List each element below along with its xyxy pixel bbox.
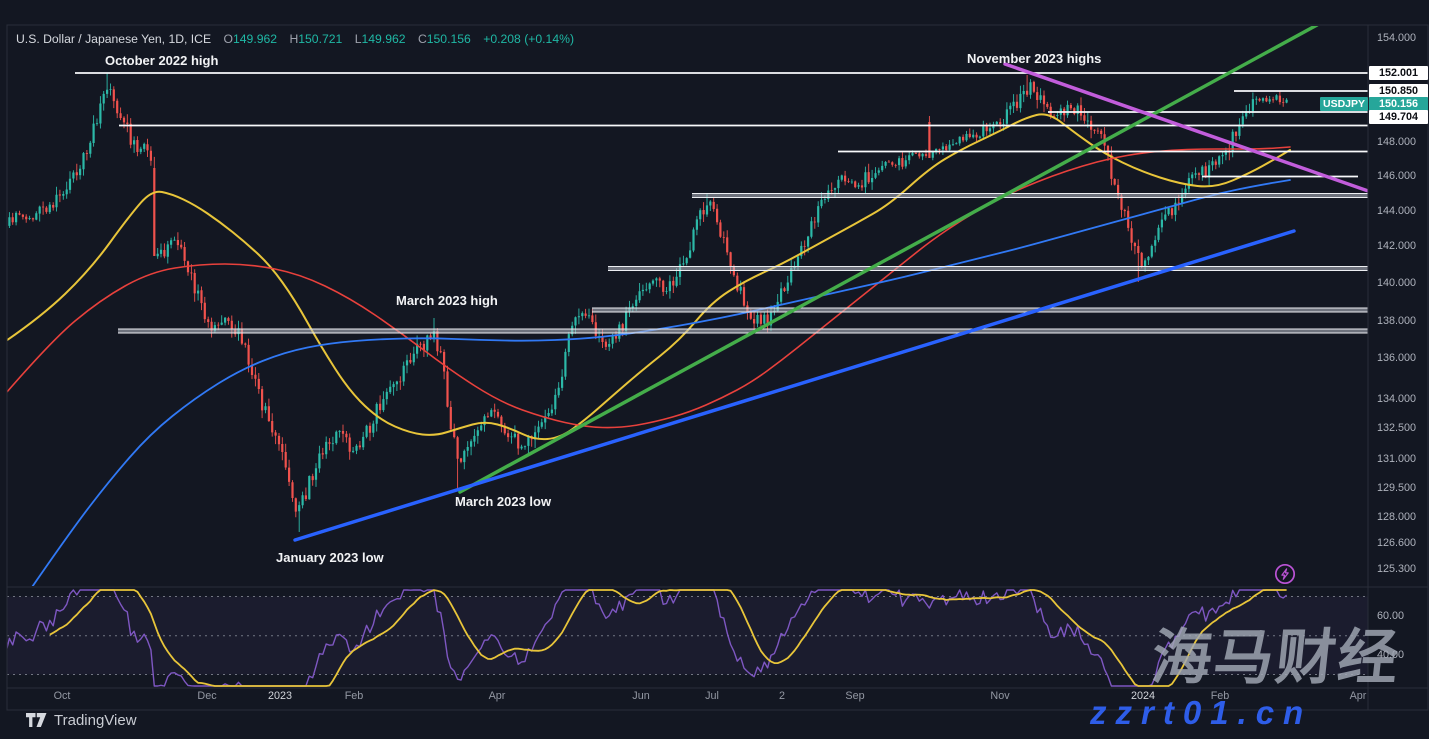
price-tick: 142.000: [1377, 240, 1417, 252]
time-tick: Oct: [53, 690, 71, 702]
high-value: 150.721: [298, 32, 343, 46]
close-value: 150.156: [426, 32, 471, 46]
price-tick: 126.600: [1377, 537, 1417, 549]
price-tick: 154.000: [1377, 32, 1417, 44]
price-tick: 132.500: [1377, 422, 1417, 434]
time-tick: Dec: [197, 690, 217, 702]
watermark-url: zzrt01.cn: [1090, 694, 1313, 731]
flash-lightning-icon[interactable]: [1273, 562, 1297, 586]
price-tick: 128.000: [1377, 511, 1417, 523]
level-price-badge: 149.704: [1369, 110, 1428, 124]
symbol-description: U.S. Dollar / Japanese Yen, 1D, ICE: [16, 32, 212, 46]
time-tick: 2023: [267, 690, 293, 702]
price-tick: 138.000: [1377, 315, 1417, 327]
price-tick: 134.000: [1377, 393, 1417, 405]
rsi-tick: 40.00: [1377, 649, 1405, 661]
tradingview-logo-text: TradingView: [54, 712, 137, 729]
current-price-badge: 150.156: [1369, 97, 1428, 111]
rsi-tick: 60.00: [1377, 610, 1405, 622]
time-tick: Sep: [845, 690, 865, 702]
time-tick: 2: [778, 690, 786, 702]
price-tick: 146.000: [1377, 170, 1417, 182]
price-tick: 129.500: [1377, 482, 1417, 494]
low-value: 149.962: [361, 32, 406, 46]
time-tick: Apr: [1349, 690, 1367, 702]
level-price-badge: 150.850: [1369, 84, 1428, 98]
change-value: +0.208 (+0.14%): [483, 32, 574, 46]
price-tick: 136.000: [1377, 352, 1417, 364]
time-tick: Feb: [344, 690, 364, 702]
current-price-symbol-tag: USDJPY: [1320, 97, 1368, 111]
time-tick: Jun: [632, 690, 650, 702]
annotation-text[interactable]: November 2023 highs: [967, 51, 1102, 66]
level-price-badge: 152.001: [1369, 66, 1428, 80]
annotation-text[interactable]: October 2022 high: [105, 53, 219, 68]
open-label: O: [223, 32, 233, 46]
time-tick: Nov: [990, 690, 1010, 702]
price-tick: 148.000: [1377, 136, 1417, 148]
chart-legend[interactable]: U.S. Dollar / Japanese Yen, 1D, ICE O149…: [16, 32, 574, 46]
time-tick: Feb: [1210, 690, 1230, 702]
tradingview-attribution[interactable]: TradingView: [26, 712, 137, 729]
watermark-brand: 海马财经: [1148, 624, 1404, 691]
price-tick: 144.000: [1377, 205, 1417, 217]
price-tick: 125.300: [1377, 563, 1417, 575]
tradingview-logo-icon: [26, 713, 47, 727]
annotation-text[interactable]: March 2023 low: [455, 494, 552, 509]
open-value: 149.962: [232, 32, 278, 46]
price-tick: 131.000: [1377, 453, 1417, 465]
time-tick: Jul: [705, 690, 719, 702]
annotation-text[interactable]: January 2023 low: [276, 550, 384, 565]
annotation-text[interactable]: March 2023 high: [396, 293, 498, 308]
price-tick: 140.000: [1377, 277, 1417, 289]
low-label: L: [354, 32, 362, 46]
time-tick: Apr: [488, 690, 506, 702]
time-tick: 2024: [1130, 690, 1156, 702]
close-label: C: [417, 32, 427, 46]
high-label: H: [289, 32, 299, 46]
